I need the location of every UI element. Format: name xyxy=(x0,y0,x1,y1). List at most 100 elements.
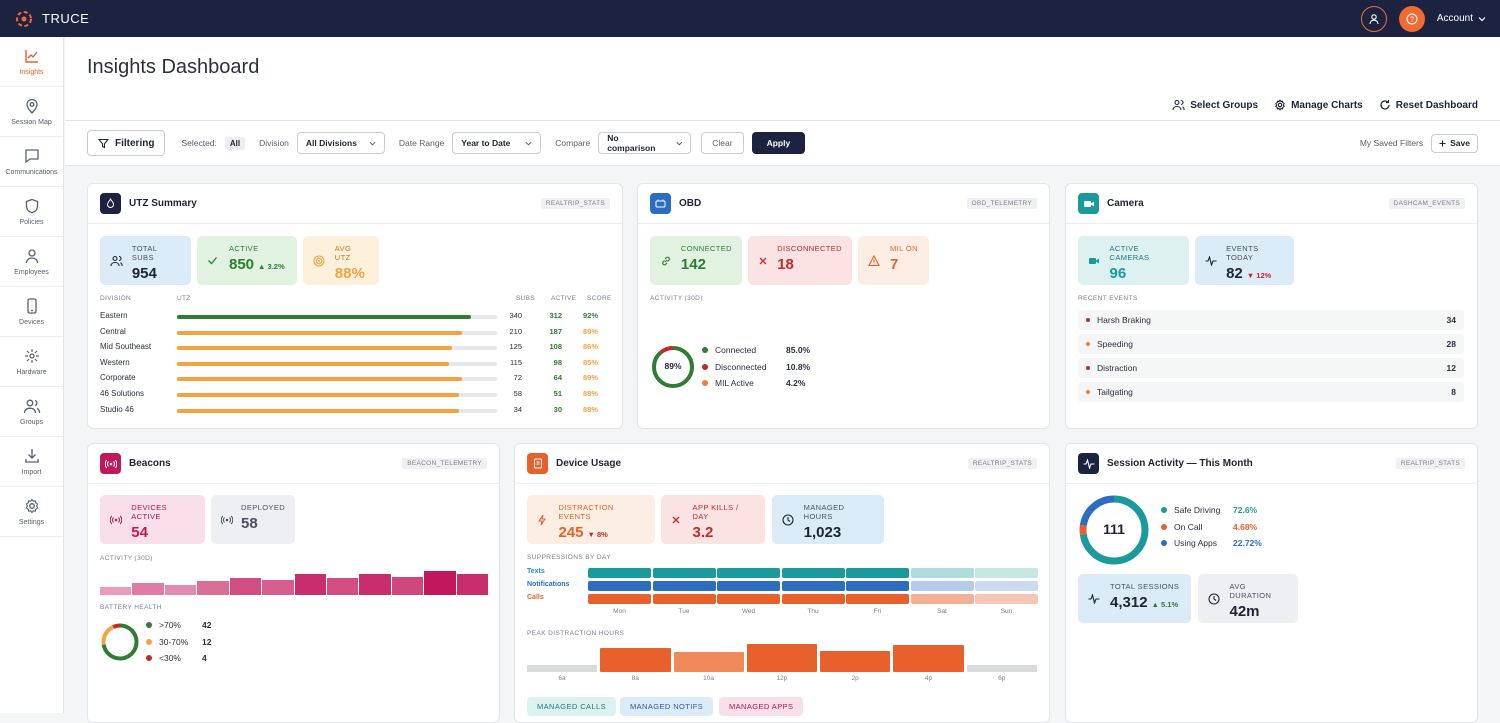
suppressions-label: SUPPRESSIONS BY DAY xyxy=(527,554,611,561)
table-row[interactable]: Eastern 340 312 92% xyxy=(100,308,610,324)
activity-bar xyxy=(812,312,843,335)
list-item[interactable]: Harsh Braking 34 xyxy=(1078,310,1464,330)
select-groups-button[interactable]: Select Groups xyxy=(1172,99,1258,111)
score-value: 89% xyxy=(582,373,598,383)
legend-name: Disconnected xyxy=(715,361,767,372)
legend-dot xyxy=(702,380,708,387)
activity-bar xyxy=(780,315,811,335)
sidebar-item-insights[interactable]: Insights xyxy=(0,37,63,87)
hour-label: 12p xyxy=(776,675,788,682)
table-row[interactable]: 46 Solutions 58 51 88% xyxy=(100,386,610,402)
activity-bar xyxy=(391,576,424,595)
legend-value: 85.0% xyxy=(786,345,811,356)
managed-calls-pill[interactable]: MANAGED CALLS xyxy=(527,697,616,716)
sidebar-item-groups[interactable]: Groups xyxy=(0,387,63,437)
mil-on-stat: MIL ON 7 xyxy=(858,236,929,285)
col-score: SCORE xyxy=(587,295,612,302)
activity-bar xyxy=(164,585,197,595)
legend-dot xyxy=(146,655,152,662)
active-value: 312 xyxy=(549,311,562,320)
event-dot xyxy=(1086,390,1090,394)
heatmap-cell xyxy=(975,568,1038,578)
sidebar-item-import[interactable]: Import xyxy=(0,437,63,487)
save-label: Save xyxy=(1450,138,1470,148)
day-label: Sun xyxy=(1000,608,1013,615)
manage-charts-button[interactable]: Manage Charts xyxy=(1274,99,1363,111)
card-title: Session Activity — This Month xyxy=(1107,458,1253,469)
legend-item: On Call 4.68% xyxy=(1161,519,1262,536)
subs-value: 34 xyxy=(513,404,522,414)
total-subs-stat: TOTAL SUBS 954 xyxy=(100,236,191,285)
heatmap-cell xyxy=(975,594,1038,604)
managed-notifs-pill[interactable]: MANAGED NOTIFS xyxy=(620,697,714,716)
sidebar-item-label: Policies xyxy=(19,218,44,226)
heatmap-cell xyxy=(652,568,716,578)
sidebar-item-hardware[interactable]: Hardware xyxy=(0,337,63,387)
card-tag: REALTRIP_STATS xyxy=(540,198,610,209)
account-menu[interactable]: Account xyxy=(1437,13,1486,24)
active-cameras-stat: ACTIVE CAMERAS 96 xyxy=(1078,236,1189,285)
brand-name: TRUCE xyxy=(42,11,90,26)
table-row[interactable]: Mid Southeast 125 108 86% xyxy=(100,339,610,355)
user-profile-button[interactable] xyxy=(1360,5,1387,32)
heatmap-cell xyxy=(588,568,651,578)
event-count: 28 xyxy=(1446,339,1456,349)
manage-charts-label: Manage Charts xyxy=(1291,99,1363,111)
hour-label: 10a xyxy=(703,675,715,682)
score-value: 92% xyxy=(582,311,598,320)
filtering-button[interactable]: Filtering xyxy=(87,130,166,156)
sidebar-item-employees[interactable]: Employees xyxy=(0,237,63,287)
brand[interactable]: TRUCE xyxy=(14,9,89,29)
list-item[interactable]: Tailgating 8 xyxy=(1078,382,1464,402)
top-bar: TRUCE ? Account xyxy=(0,0,1500,37)
table-row[interactable]: Studio 46 34 30 88% xyxy=(100,402,610,418)
sidebar-item-session-map[interactable]: Session Map xyxy=(0,87,63,137)
compare-select[interactable]: No comparison xyxy=(598,132,692,154)
legend-item: Using Apps 22.72% xyxy=(1161,535,1262,552)
clear-button[interactable]: Clear xyxy=(701,132,744,154)
legend-value: 12 xyxy=(202,636,212,647)
division-label: Division xyxy=(259,138,289,148)
donut-slice xyxy=(1079,495,1149,565)
activity-bar xyxy=(424,571,456,595)
legend-item: <30% 4 xyxy=(146,650,211,667)
table-row[interactable]: Corporate 72 64 89% xyxy=(100,370,610,386)
stat-value: 96 xyxy=(1109,265,1127,282)
sidebar-item-communications[interactable]: Communications xyxy=(0,137,63,187)
stat-value: 954 xyxy=(131,265,157,282)
beacon-icon xyxy=(110,515,122,524)
stat-delta: ▼ 12% xyxy=(1246,271,1272,280)
date-range-select[interactable]: Year to Date xyxy=(452,132,542,154)
table-row[interactable]: Central 210 187 89% xyxy=(100,324,610,340)
save-filter-button[interactable]: Save xyxy=(1431,133,1478,153)
table-row[interactable]: Western 115 98 85% xyxy=(100,355,610,371)
page-header: Insights Dashboard Select Groups Manage … xyxy=(65,37,1500,121)
stat-value: 42m xyxy=(1229,603,1260,620)
help-button[interactable]: ? xyxy=(1398,5,1425,32)
legend-dot xyxy=(1161,523,1167,530)
peak-hours-label: PEAK DISTRACTION HOURS xyxy=(527,630,625,637)
peak-hours-chart xyxy=(527,644,1037,672)
legend-item: MIL Active 4.2% xyxy=(702,375,810,392)
sidebar-item-devices[interactable]: Devices xyxy=(0,287,63,337)
list-item[interactable]: Speeding 28 xyxy=(1078,334,1464,354)
legend-value: 10.8% xyxy=(786,361,811,372)
apply-button[interactable]: Apply xyxy=(751,132,806,154)
selected-label: Selected: xyxy=(181,138,217,148)
legend-value: 4.2% xyxy=(786,378,806,389)
activity-bar xyxy=(326,577,359,595)
subs-value: 340 xyxy=(509,311,522,320)
list-item[interactable]: Distraction 12 xyxy=(1078,358,1464,378)
division-select[interactable]: All Divisions xyxy=(296,132,385,154)
reset-dashboard-button[interactable]: Reset Dashboard xyxy=(1379,99,1478,111)
utz-bar-track xyxy=(177,330,497,335)
saved-filters-label[interactable]: My Saved Filters xyxy=(1359,138,1424,148)
date-range-label: Date Range xyxy=(398,138,445,148)
app-kills-stat: APP KILLS / DAY 3.2 xyxy=(661,495,765,544)
sidebar-item-settings[interactable]: Settings xyxy=(0,487,63,537)
page-title: Insights Dashboard xyxy=(87,56,260,78)
sidebar-item-policies[interactable]: Policies xyxy=(0,187,63,237)
event-count: 12 xyxy=(1446,363,1456,373)
managed-apps-pill[interactable]: MANAGED APPS xyxy=(719,697,804,716)
selected-chip[interactable]: All xyxy=(224,136,246,150)
